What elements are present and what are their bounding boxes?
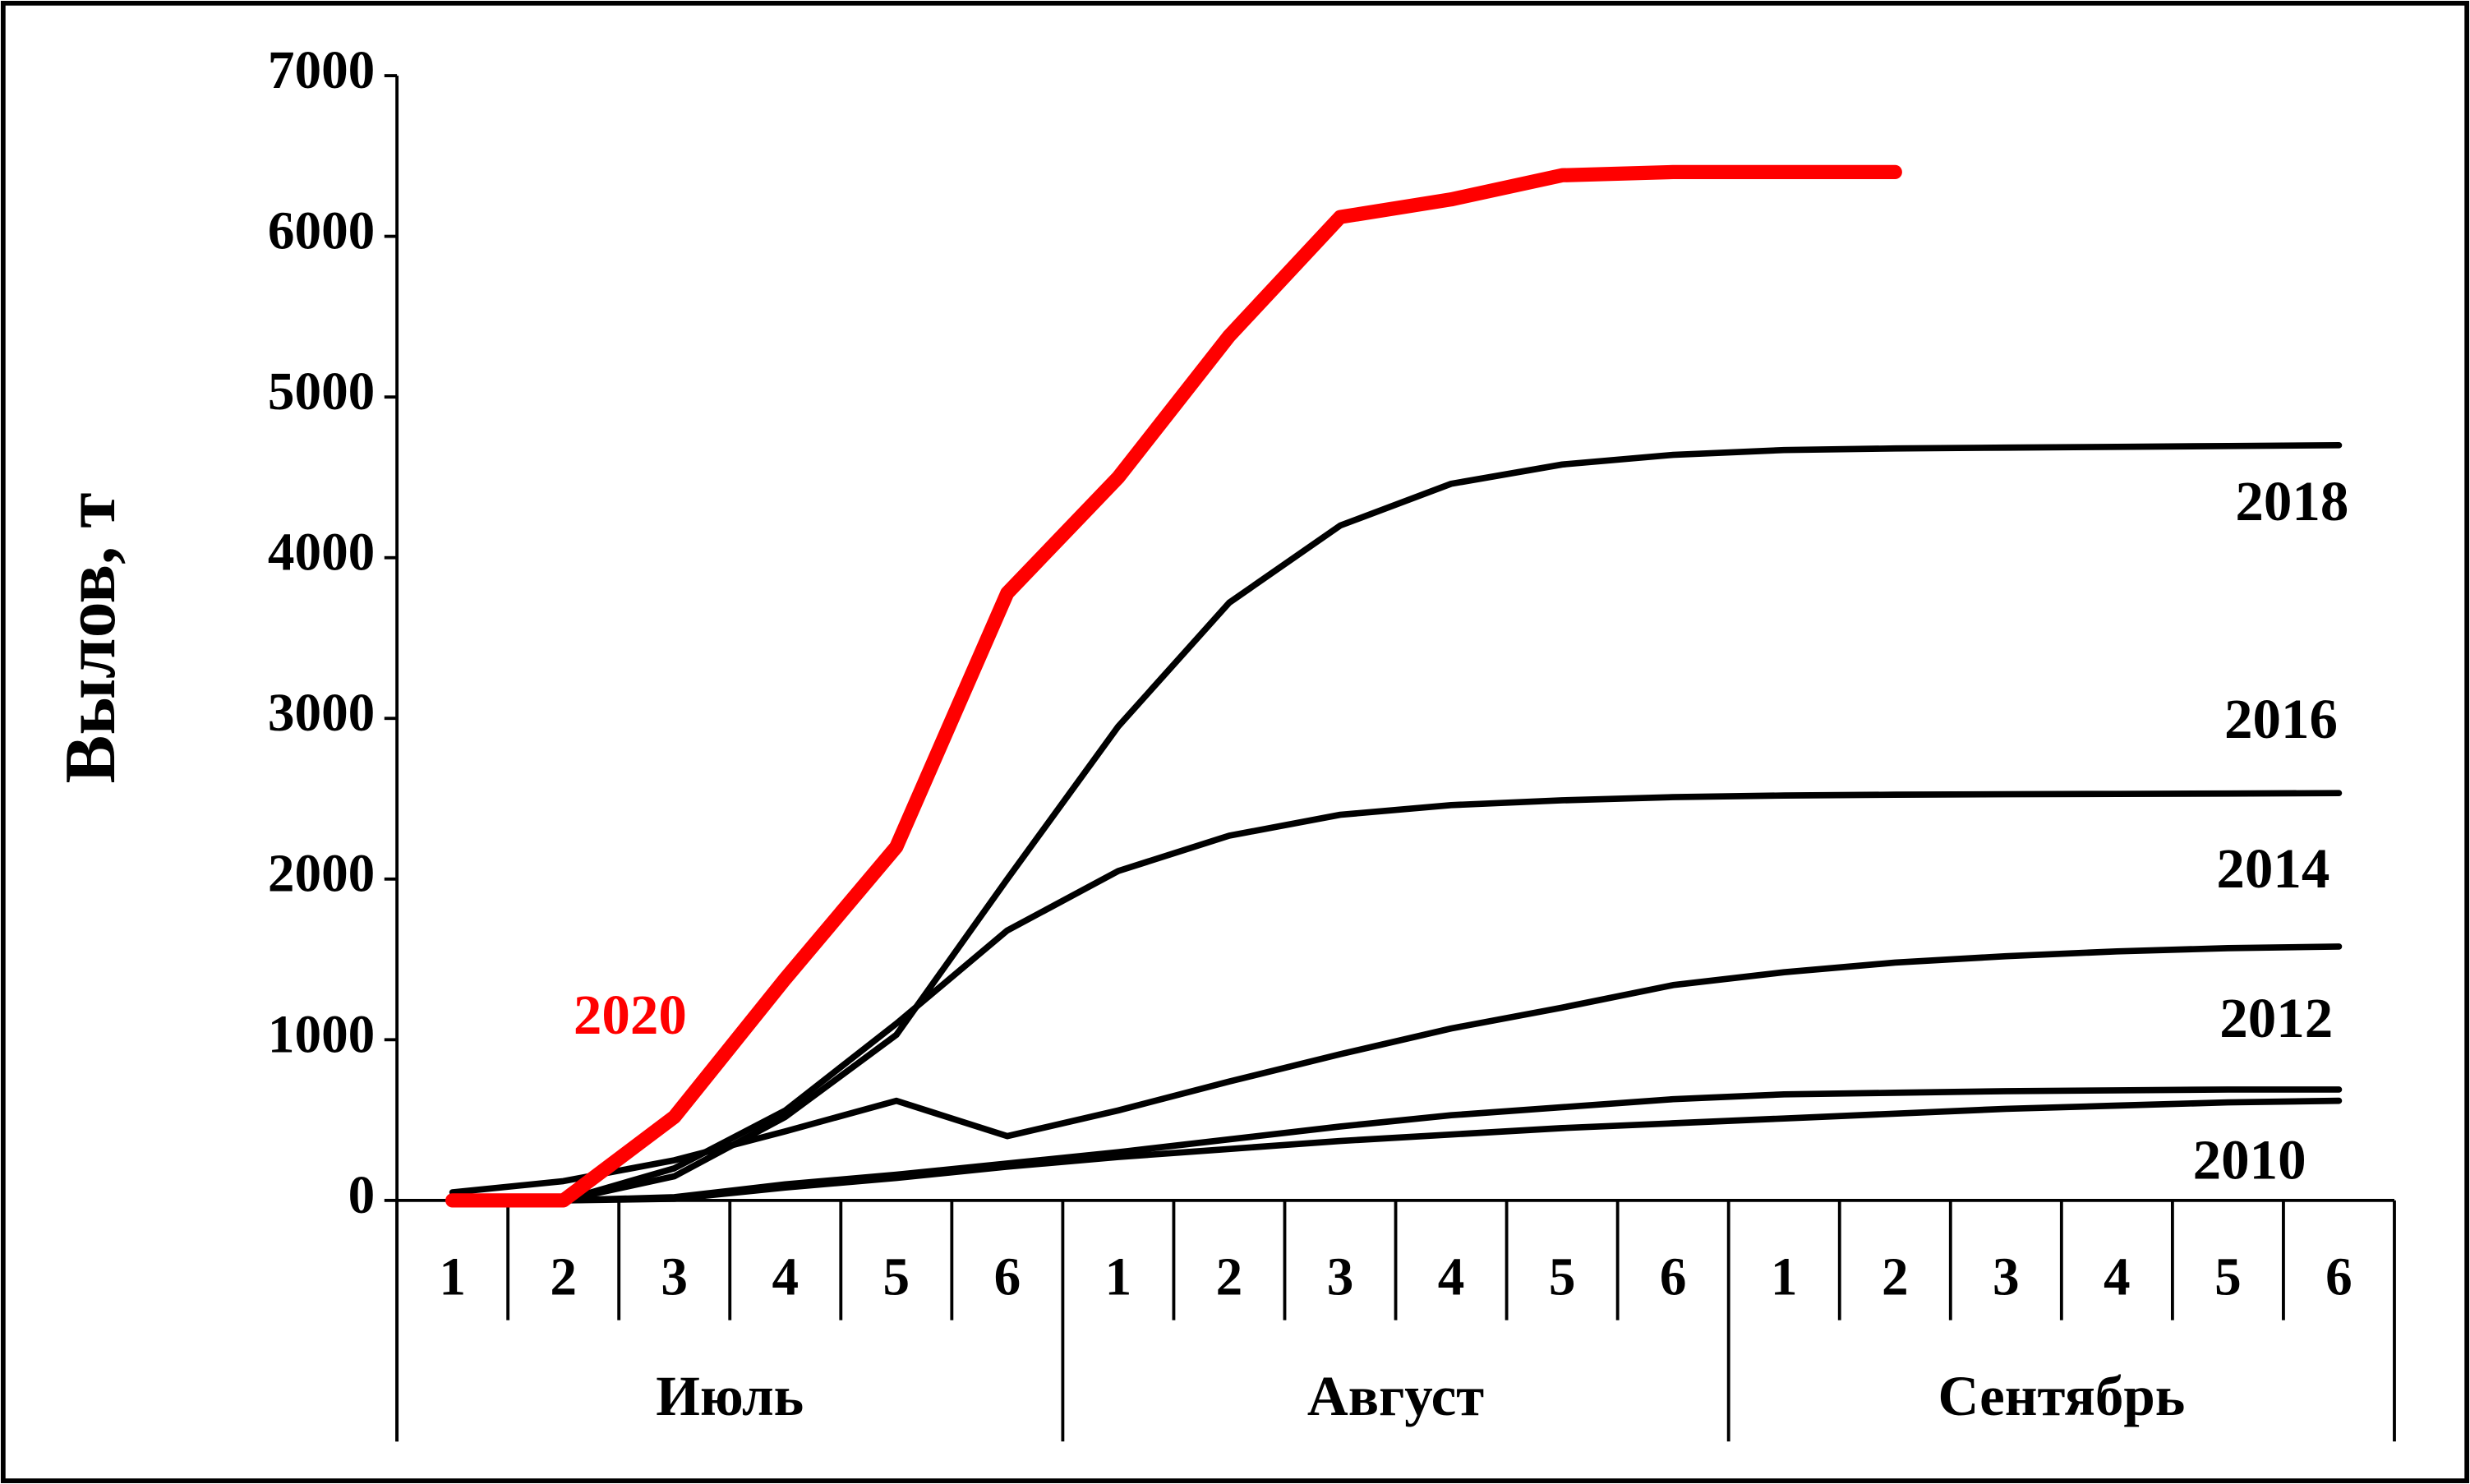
y-axis-label: Вылов, т	[50, 492, 131, 783]
month-label: Сентябрь	[1938, 1365, 2185, 1427]
month-label: Июль	[656, 1365, 804, 1427]
x-tick-label: 1	[1105, 1248, 1132, 1307]
month-label: Август	[1307, 1365, 1484, 1427]
series-label: 2012	[2219, 987, 2333, 1049]
y-tick-label: 5000	[268, 362, 375, 422]
y-tick-label: 4000	[268, 523, 375, 583]
series-label: 2016	[2224, 688, 2338, 750]
x-tick-label: 3	[1327, 1248, 1354, 1307]
y-tick-label: 1000	[268, 1005, 375, 1064]
y-tick-label: 2000	[268, 845, 375, 904]
series-line	[449, 1086, 2343, 1204]
x-tick-label: 1	[1771, 1248, 1798, 1307]
series-label: 2010	[2193, 1129, 2306, 1191]
x-tick-label: 5	[2214, 1248, 2242, 1307]
x-tick-label: 5	[883, 1248, 910, 1307]
x-tick-label: 2	[1216, 1248, 1243, 1307]
series-label: 2014	[2216, 837, 2329, 900]
series-line	[449, 790, 2343, 1204]
series-label: 2020	[574, 984, 687, 1046]
x-tick-label: 6	[2325, 1248, 2352, 1307]
x-tick-label: 1	[439, 1248, 466, 1307]
x-tick-label: 2	[550, 1248, 577, 1307]
x-tick-label: 4	[1438, 1248, 1465, 1307]
series-label: 2018	[2235, 470, 2348, 532]
x-tick-label: 4	[772, 1248, 799, 1307]
y-tick-label: 6000	[268, 202, 375, 261]
x-tick-label: 3	[1993, 1248, 2020, 1307]
series-line	[449, 943, 2343, 1196]
series-line	[449, 441, 2343, 1204]
x-tick-label: 6	[1660, 1248, 1687, 1307]
series-line	[445, 164, 1902, 1208]
x-tick-label: 2	[1882, 1248, 1909, 1307]
x-tick-label: 5	[1549, 1248, 1576, 1307]
y-tick-label: 7000	[268, 41, 375, 100]
x-tick-label: 4	[2104, 1248, 2131, 1307]
y-tick-label: 3000	[268, 684, 375, 743]
y-tick-label: 0	[348, 1166, 376, 1225]
x-tick-label: 3	[661, 1248, 688, 1307]
x-tick-label: 6	[994, 1248, 1021, 1307]
